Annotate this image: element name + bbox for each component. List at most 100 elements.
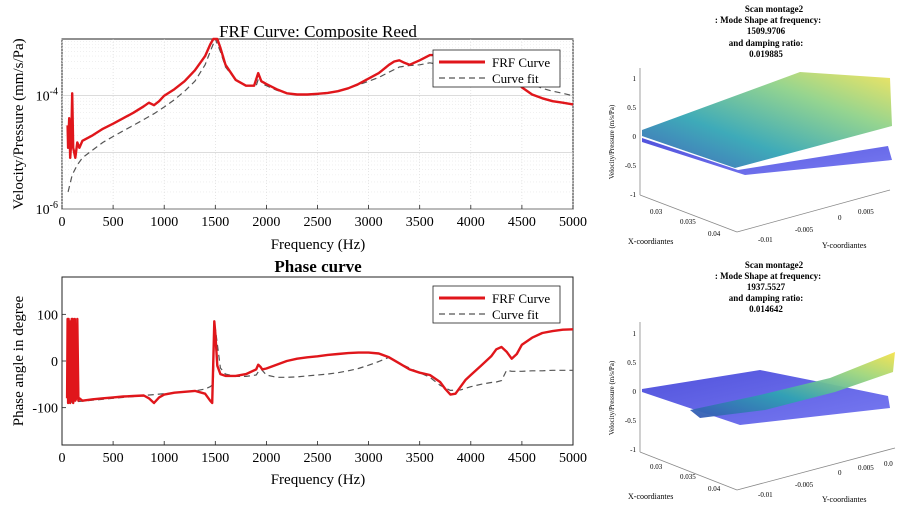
phase-xtick-label: 0 bbox=[59, 451, 66, 466]
mode1-xtick-3: 0.04 bbox=[708, 230, 721, 238]
frf-xtick-label: 2000 bbox=[252, 215, 280, 230]
phase-xtick-label: 3000 bbox=[355, 451, 383, 466]
frf-legend-label-frf: FRF Curve bbox=[492, 55, 550, 70]
frf-xtick-label: 4500 bbox=[508, 215, 536, 230]
frf-xtick-label: 3000 bbox=[355, 215, 383, 230]
frf-y-ticks: 10-6 10-4 bbox=[36, 87, 58, 218]
mode1-floor-left bbox=[639, 194, 738, 233]
frf-grid bbox=[61, 39, 574, 210]
mode1-surface-upper bbox=[642, 72, 892, 168]
phase-ylabel: Phase angle in degree bbox=[11, 295, 27, 426]
frf-ytick-label: 10-4 bbox=[36, 87, 58, 105]
mode1-ztick-5: -1 bbox=[630, 191, 636, 199]
frf-xtick-label: 3500 bbox=[406, 215, 434, 230]
mode2-surface-rising bbox=[690, 352, 895, 418]
phase-xtick-label: 4000 bbox=[457, 451, 485, 466]
mode2-ytick-4: 0.005 bbox=[858, 464, 874, 472]
mode1-ztick-2: 0.5 bbox=[627, 104, 636, 112]
mode-shape-1: Scan montage2 : Mode Shape at frequency:… bbox=[608, 4, 892, 250]
mode2-ztick-4: -0.5 bbox=[625, 417, 637, 425]
phase-xtick-label: 3500 bbox=[406, 451, 434, 466]
frf-xtick-label: 1000 bbox=[150, 215, 178, 230]
phase-xtick-label: 4500 bbox=[508, 451, 536, 466]
mode1-ytick-3: 0 bbox=[838, 214, 842, 222]
frf-legend: FRF Curve Curve fit bbox=[432, 49, 561, 88]
mode1-ylabel: Y-coordiantes bbox=[822, 241, 866, 250]
frf-x-ticks: 0 500 1000 1500 2000 2500 3000 3500 4000 4500 5000 bbox=[59, 205, 587, 230]
frf-legend-box bbox=[432, 49, 561, 88]
mode1-title-line-3: 1509.9706 bbox=[747, 26, 786, 36]
mode2-ytick-5: 0.0 bbox=[884, 460, 893, 468]
mode2-ztick-1: 1 bbox=[633, 330, 637, 338]
phase-legend-label-frf: FRF Curve bbox=[492, 291, 550, 306]
phase-xtick-label: 5000 bbox=[559, 451, 587, 466]
mode2-title-line-5: 0.014642 bbox=[749, 304, 783, 314]
mode2-ztick-5: -1 bbox=[630, 446, 636, 454]
phase-legend: FRF Curve Curve fit bbox=[432, 285, 561, 324]
frf-xtick-label: 2500 bbox=[304, 215, 332, 230]
frf-xtick-label: 5000 bbox=[559, 215, 587, 230]
mode2-xtick-1: 0.03 bbox=[650, 463, 663, 471]
phase-x-ticks: 0 500 1000 1500 2000 2500 3000 3500 4000 4500 5000 bbox=[59, 441, 587, 466]
mode2-ylabel: Y-coordiantes bbox=[822, 495, 866, 503]
mode2-title-line-2: : Mode Shape at frequency: bbox=[715, 271, 821, 281]
mode2-ztick-2: 0.5 bbox=[627, 359, 636, 367]
phase-legend-label-fit: Curve fit bbox=[492, 307, 539, 322]
mode2-title-line-1: Scan montage2 bbox=[745, 260, 804, 270]
frf-ytick-label: 10-6 bbox=[36, 200, 58, 218]
mode1-floor-right bbox=[736, 189, 891, 233]
mode1-title-line-2: : Mode Shape at frequency: bbox=[715, 15, 821, 25]
mode1-ztick-1: 1 bbox=[633, 75, 637, 83]
mode2-ytick-1: -0.01 bbox=[758, 491, 773, 499]
phase-series bbox=[65, 317, 574, 405]
mode1-ytick-4: 0.005 bbox=[858, 208, 874, 216]
mode1-title-line-4: and damping ratio: bbox=[729, 38, 804, 48]
mode1-ytick-1: -0.01 bbox=[758, 236, 773, 244]
mode2-floor-left bbox=[639, 451, 738, 491]
frf-xtick-label: 0 bbox=[59, 215, 66, 230]
frf-title: FRF Curve: Composite Reed bbox=[219, 22, 417, 41]
phase-legend-box bbox=[432, 285, 561, 324]
phase-chart: Phase curve 0 500 1000 1500 2000 2500 3000 3500… bbox=[11, 257, 587, 488]
phase-curve-line bbox=[65, 317, 574, 405]
frf-legend-label-fit: Curve fit bbox=[492, 71, 539, 86]
phase-curve-fit-line bbox=[68, 327, 573, 403]
frf-xtick-label: 4000 bbox=[457, 215, 485, 230]
mode1-title-line-5: 0.019885 bbox=[749, 49, 783, 59]
frf-chart: FRF Curve: Composite Reed 0 500 1000 1500 20… bbox=[11, 22, 587, 253]
mode2-ytick-2: -0.005 bbox=[795, 481, 814, 489]
mode1-ztick-4: -0.5 bbox=[625, 162, 637, 170]
frf-xtick-label: 1500 bbox=[201, 215, 229, 230]
mode2-xlabel: X-coordiantes bbox=[628, 492, 673, 501]
mode2-xtick-2: 0.035 bbox=[680, 473, 696, 481]
frf-xtick-label: 500 bbox=[103, 215, 124, 230]
phase-xtick-label: 2000 bbox=[252, 451, 280, 466]
frf-ylabel: Velocity/Pressure (mm/s/Pa) bbox=[11, 38, 27, 209]
phase-ytick-label: -100 bbox=[32, 402, 58, 417]
phase-title: Phase curve bbox=[274, 257, 362, 276]
mode1-ztick-3: 0 bbox=[633, 133, 637, 141]
frf-xlabel: Frequency (Hz) bbox=[271, 237, 366, 253]
phase-ytick-label: 0 bbox=[51, 355, 58, 370]
phase-xlabel: Frequency (Hz) bbox=[271, 472, 366, 488]
mode1-ytick-2: -0.005 bbox=[795, 226, 814, 234]
phase-xtick-label: 2500 bbox=[304, 451, 332, 466]
mode2-zlabel: Velocity/Pressure (m/s/Pa) bbox=[608, 360, 616, 435]
mode1-xtick-2: 0.035 bbox=[680, 218, 696, 226]
mode1-title-line-1: Scan montage2 bbox=[745, 4, 804, 14]
mode1-xlabel: X-coordiantes bbox=[628, 237, 673, 246]
phase-xtick-label: 500 bbox=[103, 451, 124, 466]
mode1-zlabel: Velocity/Pressure (m/s/Pa) bbox=[608, 104, 616, 179]
mode1-xtick-1: 0.03 bbox=[650, 208, 663, 216]
phase-xtick-label: 1500 bbox=[201, 451, 229, 466]
phase-ytick-label: 100 bbox=[37, 308, 58, 323]
mode-shape-2: Scan montage2 : Mode Shape at frequency:… bbox=[608, 260, 896, 504]
mode2-xtick-3: 0.04 bbox=[708, 485, 721, 493]
phase-y-ticks: 100 0 -100 bbox=[32, 308, 66, 417]
mode2-floor-right bbox=[736, 447, 896, 491]
mode2-ytick-3: 0 bbox=[838, 469, 842, 477]
phase-xtick-label: 1000 bbox=[150, 451, 178, 466]
mode2-title-line-3: 1937.5527 bbox=[747, 282, 786, 292]
